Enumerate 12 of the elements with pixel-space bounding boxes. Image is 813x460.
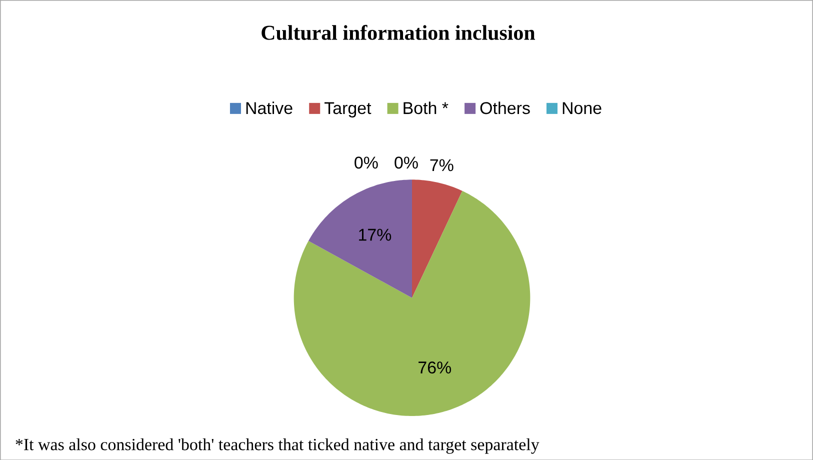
data-label: 76% bbox=[418, 361, 452, 374]
data-label: 17% bbox=[359, 228, 392, 240]
legend-label: Native bbox=[246, 101, 292, 114]
data-label: 7% bbox=[430, 159, 454, 171]
text: 0% bbox=[354, 156, 378, 168]
legend-label: Both * bbox=[404, 101, 448, 114]
chart-title: Cultural information inclusion bbox=[262, 24, 536, 40]
legend-label: None bbox=[562, 102, 602, 114]
text: *It was also considered 'both' teachers that ticked native and target separately bbox=[16, 438, 540, 454]
legend-label: Target bbox=[324, 102, 372, 118]
text: 0% bbox=[394, 156, 418, 168]
legend-label: Others bbox=[480, 101, 530, 114]
